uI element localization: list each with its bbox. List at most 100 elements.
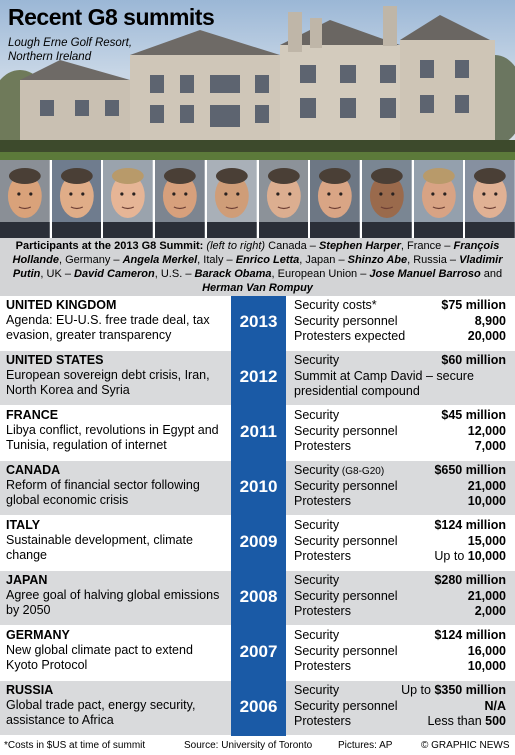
summit-stats: Security $280 million Security personnel 21…: [294, 573, 506, 620]
stat-value-number: 16,000: [467, 643, 506, 658]
stat-line: Security $60 million: [294, 353, 506, 369]
portrait-shinzo-abe: [206, 160, 259, 238]
stat-value-number: 8,900: [474, 313, 506, 328]
stat-line: Security personnel 21,000: [294, 589, 506, 605]
summit-agenda: Agree goal of halving global emissions b…: [6, 588, 220, 617]
portrait-jose-manuel-barroso: [413, 160, 466, 238]
summit-row: UNITED STATES European sovereign debt cri…: [0, 351, 515, 406]
footer-source: Source: University of Toronto: [184, 740, 313, 751]
summit-year: 2011: [240, 422, 277, 441]
summit-row: ITALY Sustainable development, climate ch…: [0, 516, 515, 571]
summit-info: GERMANY New global climate pact to extend…: [6, 628, 228, 673]
page-title: Recent G8 summits: [8, 4, 215, 30]
caption-country: UK: [46, 268, 62, 280]
stat-value-number: $124 million: [434, 628, 506, 642]
summit-stats: Security costs* $75 million Security perso…: [294, 298, 506, 345]
year-badge: 2011: [231, 406, 286, 461]
host-country: RUSSIA: [6, 683, 54, 697]
footer: *Costs in $US at time of summit Source: …: [0, 737, 515, 755]
stat-value-number: $650 million: [434, 463, 506, 477]
host-country: CANADA: [6, 463, 61, 477]
stat-label: Security: [294, 573, 340, 587]
resort-building-illustration: [0, 6, 515, 160]
summit-year: 2013: [239, 312, 278, 331]
summit-info: UNITED STATES European sovereign debt cri…: [6, 353, 228, 398]
portrait-icon: [206, 160, 257, 238]
summit-year: 2009: [239, 532, 278, 551]
caption-country: Russia: [413, 254, 447, 266]
stat-line: Security personnel N/A: [294, 699, 506, 715]
caption-lead: Participants at the 2013 G8 Summit:: [15, 240, 204, 252]
stat-value: 20,000: [468, 329, 506, 345]
stat-line: Security personnel 15,000: [294, 534, 506, 550]
caption-country: U.S.: [160, 268, 183, 280]
stat-value: Up to 10,000: [434, 549, 506, 565]
stat-label: Security personnel: [294, 533, 398, 548]
stat-value-number: 21,000: [467, 588, 506, 603]
stat-label: Security personnel: [294, 588, 398, 603]
stat-line: Protesters Up to 10,000: [294, 549, 506, 565]
stat-value-number: 10,000: [467, 549, 506, 563]
summit-row: RUSSIA Global trade pact, energy security…: [0, 681, 515, 736]
summit-stats: Security (G8-G20) $650 million Security pe…: [294, 463, 506, 510]
footer-pictures: Pictures: AP: [338, 740, 393, 751]
summit-row: FRANCE Libya conflict, revolutions in Egy…: [0, 406, 515, 461]
caption-leader: Jose Manuel Barroso: [369, 268, 481, 280]
year-badge: 2013: [231, 296, 286, 351]
stat-value-number: 10,000: [467, 659, 506, 673]
stat-label: Security: [294, 353, 340, 367]
stat-line: Protesters Less than 500: [294, 714, 506, 730]
stat-value: 21,000: [468, 479, 506, 495]
caption-country: Canada: [268, 240, 307, 252]
summit-year: 2008: [239, 587, 278, 606]
caption-country: France: [406, 240, 442, 252]
stat-line: Protesters expected 20,000: [294, 329, 506, 345]
stat-label: Security (G8-G20): [294, 463, 385, 477]
stat-value-number: 500: [485, 714, 506, 728]
caption-country: Italy: [203, 254, 224, 266]
caption-leader: Angela Merkel: [122, 254, 198, 266]
portrait-icon: [103, 160, 154, 238]
stat-value: 2,000: [475, 604, 506, 620]
footer-note: *Costs in $US at time of summit: [4, 740, 146, 751]
caption-leader: François Hollande: [12, 240, 500, 266]
summit-stats: Security $124 million Security personnel 16…: [294, 628, 506, 675]
stat-line: Protesters 7,000: [294, 439, 506, 455]
participants-caption: Participants at the 2013 G8 Summit: (lef…: [0, 238, 515, 296]
stat-value-number: N/A: [484, 698, 506, 713]
summit-agenda: New global climate pact to extend Kyoto …: [6, 643, 193, 672]
stat-value-number: 7,000: [474, 439, 506, 453]
stat-value: $60 million: [441, 353, 506, 369]
stat-label: Security: [294, 518, 340, 532]
stat-line: Security personnel 8,900: [294, 314, 506, 330]
stat-label: Protesters: [294, 604, 351, 618]
stat-label: Protesters: [294, 494, 351, 508]
stat-value-number: $280 million: [434, 573, 506, 587]
stat-label: Protesters: [294, 714, 351, 728]
stat-value-number: 20,000: [467, 329, 506, 343]
stat-line: Security personnel 16,000: [294, 644, 506, 660]
year-badge: 2008: [231, 571, 286, 626]
stat-label: Protesters: [294, 659, 351, 673]
portrait-icon: [413, 160, 464, 238]
stat-label: Security personnel: [294, 698, 398, 713]
stat-value-number: 21,000: [467, 478, 506, 493]
portrait-icon: [310, 160, 360, 238]
host-country: ITALY: [6, 518, 41, 532]
leader-portraits: [0, 160, 515, 238]
stat-value: 12,000: [468, 424, 506, 440]
portrait-david-cameron: [310, 160, 362, 238]
summit-info: JAPAN Agree goal of halving global emissi…: [6, 573, 228, 618]
summit-stats: Security $45 million Security personnel 12,…: [294, 408, 506, 455]
stat-label: Security personnel: [294, 423, 398, 438]
caption-country: European Union: [277, 268, 358, 280]
stat-line: Protesters 2,000: [294, 604, 506, 620]
caption-leader: Shinzo Abe: [347, 254, 408, 266]
caption-leader: Stephen Harper: [318, 240, 401, 252]
summit-info: FRANCE Libya conflict, revolutions in Egy…: [6, 408, 228, 453]
footer-credit: © GRAPHIC NEWS: [421, 740, 510, 751]
stat-label: Security personnel: [294, 313, 398, 328]
stat-line: Protesters 10,000: [294, 659, 506, 675]
summit-agenda: European sovereign debt crisis, Iran, No…: [6, 368, 210, 397]
year-badge: 2006: [231, 681, 286, 736]
